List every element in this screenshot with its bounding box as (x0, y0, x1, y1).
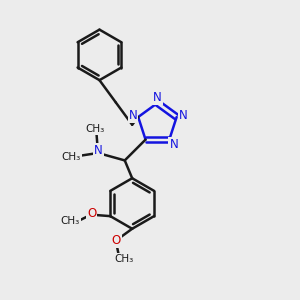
Text: O: O (87, 207, 96, 220)
Text: CH₃: CH₃ (61, 152, 81, 162)
Text: CH₃: CH₃ (86, 124, 105, 134)
Text: N: N (128, 109, 137, 122)
Text: N: N (169, 138, 178, 151)
Text: N: N (179, 109, 188, 122)
Text: CH₃: CH₃ (61, 217, 80, 226)
Text: N: N (153, 91, 162, 104)
Text: N: N (94, 143, 103, 157)
Text: O: O (112, 234, 121, 247)
Text: CH₃: CH₃ (115, 254, 134, 264)
